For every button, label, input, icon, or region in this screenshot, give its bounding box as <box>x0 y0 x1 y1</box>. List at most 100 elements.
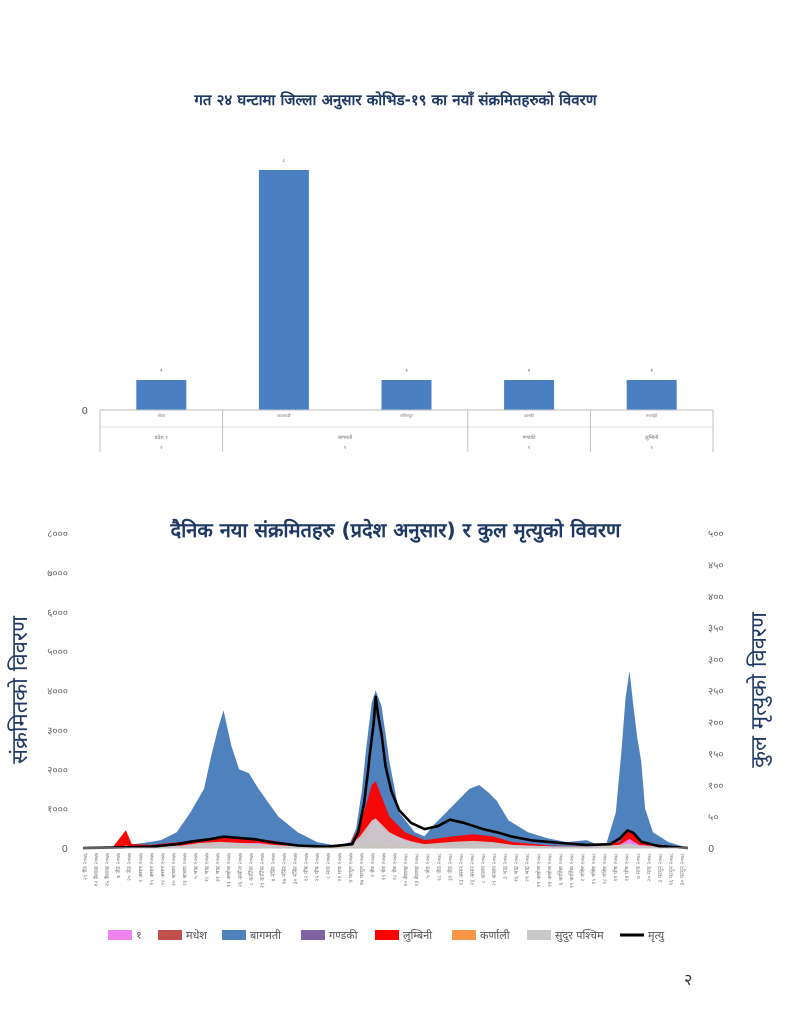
y-tick-0: 0 <box>82 406 88 417</box>
x-tick-label: ३० मंसिर २०७७ <box>292 853 299 884</box>
x-tick-label: २६ असोज २०७७ <box>237 853 244 887</box>
x-tick-label: ८ श्रावण २०७८ <box>481 853 487 883</box>
x-tick-label: १९ कार्तिक २०७८ <box>568 853 575 888</box>
x-tick-label: २८ मंसिर २०७८ <box>602 853 609 884</box>
y-tick-label: ७००० <box>47 568 68 579</box>
x-tick-label: ३ फागुन २०७८ <box>658 853 664 883</box>
y-tick-label: १००० <box>47 805 68 816</box>
x-tick-label: २१ कार्तिक २०७७ <box>259 853 266 888</box>
y-tick-label: ३००० <box>47 726 68 737</box>
legend-label: १ <box>136 929 142 942</box>
bar-value-label: १ <box>405 368 408 374</box>
y-tick-label: ६००० <box>47 608 68 619</box>
bar-value-label: १ <box>160 368 163 374</box>
x-tick-label: १५ चैत्र २०७७ <box>381 853 388 880</box>
x-tick-label: २ चैत्र २०७७ <box>369 853 376 877</box>
legend-swatch <box>452 930 476 940</box>
bar-value-label: ८ <box>283 158 286 164</box>
legend-swatch <box>158 930 182 940</box>
legend-label: गण्डकी <box>329 929 358 942</box>
y2-axis-title: कुल मृत्युको विवरण <box>746 611 772 768</box>
legend-swatch <box>375 930 399 940</box>
y2-tick-label: १५० <box>708 750 724 761</box>
x-tick-label: २० माघ २०७८ <box>647 853 653 882</box>
x-tick-label: ४ फागुन २०७७ <box>348 853 354 883</box>
x-tick-label: १६ फागुन २०७८ <box>669 853 675 886</box>
x-tick-label: १७ फागुन २०७७ <box>359 853 365 886</box>
x-tick-label: २५ बैशाख २०७७ <box>104 853 111 887</box>
y-tick-label: ५००० <box>47 647 68 658</box>
x-tick-label: ११ असोज २०७८ <box>535 853 542 887</box>
x-tick-label: २ असार २०७७ <box>138 853 144 883</box>
y2-tick-label: ५०० <box>708 529 724 540</box>
y2-tick-label: २५० <box>708 687 724 698</box>
x-tick-label: १८ जेठ २०७८ <box>436 853 443 881</box>
province-label: गण्डकी <box>523 434 537 441</box>
y-tick-label: ८००० <box>47 529 68 540</box>
y-tick-label: 0 <box>62 844 68 855</box>
x-tick-label: ५ जेठ २०७८ <box>425 853 432 878</box>
bar <box>136 380 187 410</box>
x-tick-district: कास्की <box>524 413 535 418</box>
legend-swatch <box>108 930 132 940</box>
bar <box>381 380 432 410</box>
legend-label: मधेश <box>186 929 207 942</box>
x-tick-district: काठमाडौं <box>277 413 291 418</box>
x-tick-label: १२ पौष २०७७ <box>303 853 310 882</box>
x-tick-label: १३ असार २०७८ <box>459 853 465 885</box>
x-tick-district: मोरङ <box>157 413 165 418</box>
x-tick-label: ६ कार्तिक २०७८ <box>557 853 564 885</box>
x-tick-label: १७ मंसिर २०७७ <box>281 853 288 884</box>
x-tick-district: ललितपुर <box>400 413 413 419</box>
x-tick-label: ७ जेठ २०७७ <box>115 853 122 878</box>
x-tick-label: २४ पौष २०७८ <box>624 853 631 882</box>
x-tick-label: १५ असार २०७७ <box>149 853 155 885</box>
x-tick-label: २८ चैत्र २०७७ <box>392 853 399 880</box>
legend-swatch <box>527 930 551 940</box>
legend-label: लुम्बिनी <box>403 929 432 942</box>
bar <box>504 380 555 410</box>
legend-label: कर्णाली <box>480 929 510 942</box>
x-tick-label: १२ बैशाख २०७७ <box>93 853 100 887</box>
x-tick-label: २१ श्रावण २०७८ <box>492 853 498 886</box>
bar-value-label: १ <box>650 368 653 374</box>
x-tick-label: २३ बैशाख २०७८ <box>414 853 421 887</box>
y2-tick-label: 0 <box>708 844 714 855</box>
y2-tick-label: ३०० <box>708 655 724 666</box>
y2-tick-label: ४५० <box>708 561 724 572</box>
province-label: प्रदेश १ <box>155 434 168 441</box>
area-series-4 <box>83 781 688 848</box>
x-tick-label: २५ पौष २०७७ <box>314 853 321 882</box>
y-axis-title: संक्रमितको विवरण <box>7 615 33 764</box>
bar <box>258 170 309 410</box>
x-tick-label: २९ भाद्र २०७८ <box>525 853 531 882</box>
y2-tick-label: ३५० <box>708 624 724 635</box>
x-tick-district: रुपन्देही <box>646 413 658 418</box>
x-tick-label: १० श्रावण २०७७ <box>171 853 177 886</box>
area-chart-title: दैनिक नया संक्रमितहरु (प्रदेश अनुसार) र … <box>170 518 621 542</box>
y-tick-label: २००० <box>47 765 68 776</box>
x-tick-label: ३ भाद्र २०७८ <box>503 853 509 879</box>
x-tick-label: २ मंसिर २०७८ <box>580 853 587 882</box>
y2-tick-label: ४०० <box>708 592 724 603</box>
y-tick-label: ४००० <box>47 687 68 698</box>
page-number: २ <box>684 970 693 989</box>
x-tick-label: ३० फागुन २०७८ <box>680 853 686 886</box>
x-tick-label: १३ असोज २०७७ <box>226 853 233 887</box>
x-tick-label: १० बैशाख २०७८ <box>403 853 410 887</box>
province-count-label: १ <box>528 445 531 451</box>
x-tick-label: ४ मंसिर २०७७ <box>270 853 277 882</box>
province-label: लुम्बिनी <box>645 434 659 441</box>
district-bar-chart: 0 १ मोरङ ८ काठमाडौं १ ललितपुर १ कास्की १ रुपन्देही… <box>82 158 714 452</box>
x-tick-label: २१ माघ २०७७ <box>337 853 343 882</box>
x-tick-label: २८ असार २०७७ <box>160 853 166 885</box>
province-label: बागमती <box>338 434 353 441</box>
bar <box>626 380 677 410</box>
legend-swatch <box>301 930 325 940</box>
x-tick-label: १५ मंसिर २०७८ <box>591 853 598 884</box>
province-count-label: १ <box>650 445 653 451</box>
area-series-6 <box>83 818 688 848</box>
legend-label: सुदुर पश्चिम <box>555 929 604 943</box>
province-count-label: १ <box>160 445 163 451</box>
